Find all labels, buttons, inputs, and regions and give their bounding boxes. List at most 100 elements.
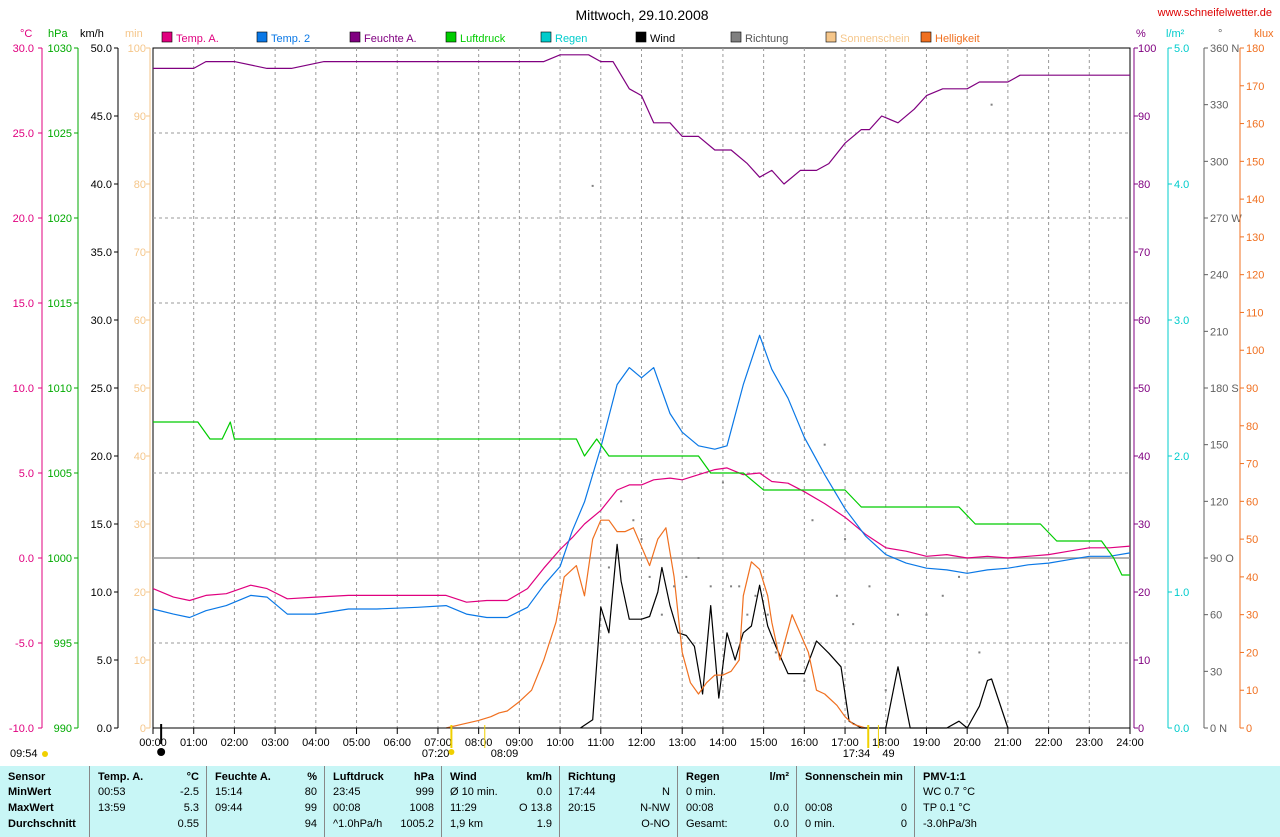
direction-tick-label: 270 W [1210,213,1242,225]
humidity-unit: % [1136,28,1146,40]
richtung-point [640,538,643,541]
legend-swatch-wind [635,31,647,43]
direction-tick-label: 150 [1210,440,1228,452]
humidity-tick-label: 40 [1138,451,1150,463]
value-cell: 5.3 [183,802,199,814]
direction-tick-label: 360 N [1210,43,1239,55]
sun-tick-label: 50 [134,383,146,395]
richtung-point [738,585,741,588]
time-cell: 1,9 km [450,818,484,830]
table-column: Luftdruck hPa 23:45 00:08 ^1.0hPa/h 999 1008 10… [324,766,442,837]
klux-tick-label: 170 [1246,81,1264,93]
richtung-point [811,519,814,522]
x-tick-label: 03:00 [261,737,289,749]
x-tick-label: 23:00 [1076,737,1104,749]
klux-tick-label: 180 [1246,43,1264,55]
klux-tick-label: 50 [1246,534,1258,546]
value-cell: 0.0 [773,818,789,830]
x-tick-label: 05:00 [343,737,371,749]
right-axes: 10090807060504030201005.04.03.02.01.00.0… [1133,28,1274,735]
x-axis: 00:00 01:00 02:00 03:00 04:00 05:00 06:00 07:00… [139,727,1144,749]
sun-tick-label: 70 [134,247,146,259]
x-tick-label: 06:00 [383,737,411,749]
richtung-point [844,538,847,541]
x-tick-label: 13:00 [668,737,696,749]
table-column: Wind km/h Ø 10 min. 11:29 1,9 km 0.0 O 13.8 1.9 [441,766,560,837]
humidity-tick-label: 10 [1138,655,1150,667]
legend-swatch-regen [540,31,552,43]
temp-tick-label: 30.0 [13,43,34,55]
wind-tick-label: 10.0 [91,587,112,599]
wind-tick-label: 0.0 [97,723,112,735]
time-cell: 0 min. [686,786,716,798]
richtung-point [607,566,610,569]
value-cell: 0.0 [536,786,552,798]
pressure-tick-label: 1010 [48,383,72,395]
richtung-point [591,184,594,187]
sun-tick-label: 40 [134,451,146,463]
time-cell: Gesamt: [686,818,728,830]
x-tick-label: 10:00 [546,737,574,749]
column-unit: km/h [526,771,552,783]
klux-tick-label: 130 [1246,232,1264,244]
sun-tick-label: 60 [134,315,146,327]
value-cell: N [662,786,670,798]
wind-tick-label: 30.0 [91,315,112,327]
richtung-point [648,575,651,578]
richtung-point [774,651,777,654]
table-column: PMV-1:1 WC 0.7 °C TP 0.1 °C -3.0hPa/3h [914,766,1280,837]
series-line-helligkeit [445,519,866,729]
x-tick-label: 02:00 [221,737,249,749]
klux-tick-label: 20 [1246,647,1258,659]
humidity-tick-label: 80 [1138,179,1150,191]
wind-tick-label: 15.0 [91,519,112,531]
pressure-tick-label: 1025 [48,128,72,140]
klux-tick-label: 70 [1246,459,1258,471]
column-header: Wind [450,771,477,783]
time-cell: 00:08 [333,802,361,814]
table-column: Sonnenschein min 00:08 0 min. 0 0 [796,766,915,837]
wind-unit: km/h [80,28,104,40]
direction-unit: ° [1218,28,1222,40]
sunset-label: 17:34 [843,748,871,760]
x-tick-label: 24:00 [1116,737,1144,749]
pressure-tick-label: 1020 [48,213,72,225]
klux-tick-label: 0 [1246,723,1252,735]
direction-tick-label: 300 [1210,156,1228,168]
legend-label-sonnenschein: Sonnenschein [840,33,910,45]
humidity-tick-label: 70 [1138,247,1150,259]
column-header: Sonnenschein min [805,771,903,783]
richtung-point [673,585,676,588]
klux-tick-label: 120 [1246,270,1264,282]
sun-tick-label: 20 [134,587,146,599]
temp-tick-label: 5.0 [19,468,34,480]
sunset2-label: 49 [882,748,894,760]
legend-label-helligkeit: Helligkeit [935,33,980,45]
x-tick-label: 22:00 [1035,737,1063,749]
rain-tick-label: 5.0 [1174,43,1189,55]
website-link[interactable]: www.schneifelwetter.de [1157,7,1272,19]
humidity-tick-label: 30 [1138,519,1150,531]
left-axes: 30.025.020.015.010.05.00.0-5.0-10.010301… [9,28,151,735]
humidity-tick-label: 90 [1138,111,1150,123]
rain-unit: l/m² [1166,28,1185,40]
value-cell: 1.9 [536,818,552,830]
rain-tick-label: 2.0 [1174,451,1189,463]
klux-tick-label: 90 [1246,383,1258,395]
x-tick-label: 07:00 [424,737,452,749]
moon-icon [157,748,166,756]
direction-tick-label: 210 [1210,326,1228,338]
humidity-tick-label: 100 [1138,43,1156,55]
value-cell: N-NW [640,802,670,814]
value-cell: 0 [900,818,907,830]
direction-tick-label: 90 O [1210,553,1234,565]
wind-tick-label: 45.0 [91,111,112,123]
column-header: Luftdruck [333,771,384,783]
pressure-tick-label: 1030 [48,43,72,55]
x-tick-label: 17:00 [831,737,859,749]
column-header: Sensor [8,771,46,783]
time-cell: 15:14 [215,786,243,798]
sun-tick-label: 100 [128,43,146,55]
chart-grid [152,47,1131,729]
sun-icon [42,751,48,757]
